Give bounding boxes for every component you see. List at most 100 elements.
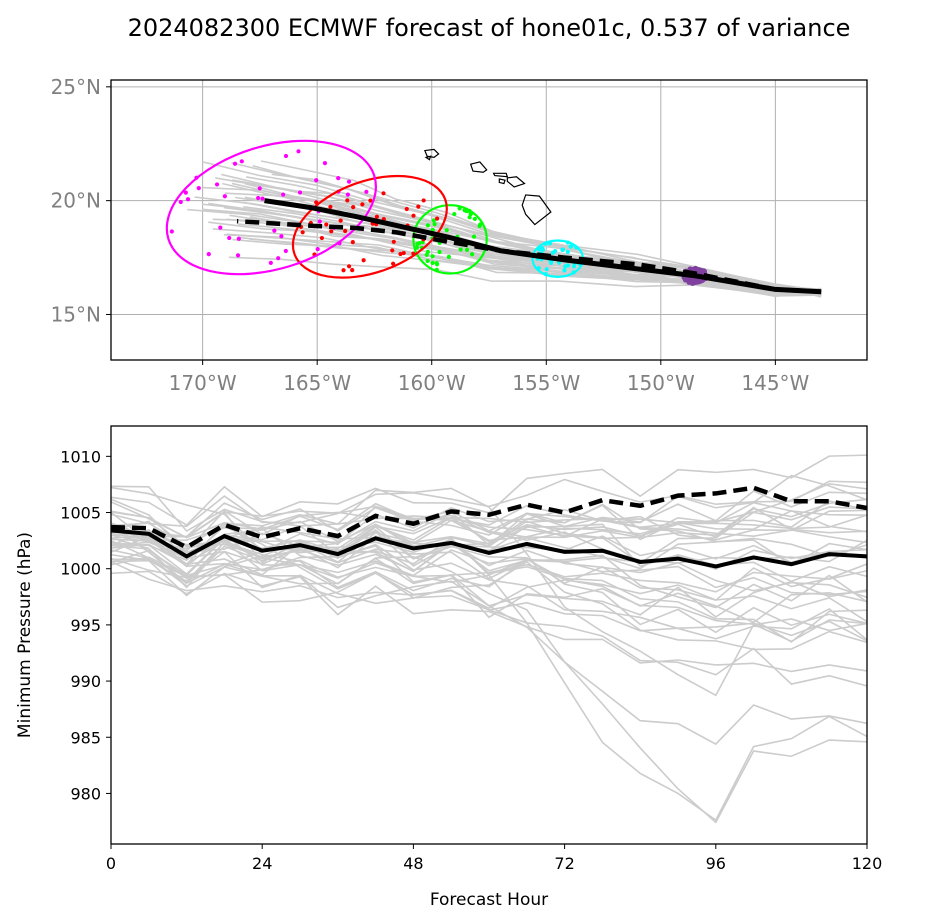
member-track [240, 236, 822, 297]
ensemble-dot [458, 247, 463, 252]
ensemble-dot [368, 198, 373, 203]
island-outline [469, 161, 488, 173]
pressure-frame [110, 425, 868, 845]
member-pressure-line [111, 474, 867, 539]
ensemble-dot [283, 248, 288, 254]
hawaii-islands [424, 148, 552, 226]
figure-title: 2024082300 ECMWF forecast of hone01c, 0.… [128, 14, 851, 42]
ensemble-dot [350, 240, 355, 245]
uncertainty-ellipse [291, 174, 448, 279]
ensemble-dot [350, 268, 355, 273]
map-tick-labels: 170°W 165°W 160°W 155°W 150°W 145°W 15°N 20°N 25… [51, 75, 810, 395]
ensemble-dot [431, 218, 436, 223]
map-xtick-label: 145°W [741, 371, 809, 395]
ensemble-dot [361, 258, 366, 263]
island-outline [424, 155, 432, 161]
pressure-xtick-label: 72 [554, 854, 574, 873]
ensemble-dot [452, 211, 457, 217]
uncertainty-ellipse [165, 139, 377, 276]
ensemble-dot [319, 235, 324, 241]
ensemble-dot [296, 149, 301, 154]
ensemble-dot [346, 264, 352, 269]
ensemble-dot [346, 179, 352, 184]
pressure-ytick-label: 980 [70, 784, 101, 803]
pressure-xtick-label: 0 [106, 854, 116, 873]
map-ytick-label: 20°N [51, 189, 101, 213]
map-frame [110, 79, 868, 361]
island-outline [492, 172, 509, 178]
member-pressure-line [111, 483, 867, 585]
pressure-ytick-label: 985 [70, 728, 101, 747]
member-pressure-line [111, 506, 867, 552]
member-pressure-line [111, 506, 867, 564]
map-xtick-label: 165°W [283, 371, 351, 395]
track-map-panel: 170°W 165°W 160°W 155°W 150°W 145°W 15°N 20°N 25… [51, 75, 868, 395]
ensemble-dot [414, 245, 420, 250]
ensemble-dot [272, 228, 277, 233]
ensemble-dot [276, 256, 281, 261]
ensemble-dot [415, 241, 420, 246]
ensemble-dot [435, 216, 440, 221]
ensemble-dot [341, 268, 346, 273]
map-xtick-label: 170°W [169, 371, 237, 395]
ensemble-dot [477, 223, 482, 229]
pressure-tick-labels: 0 24 48 72 96 120 980 985 990 995 1000 1005 1010 [60, 447, 882, 873]
ensemble-dot [472, 216, 477, 222]
ensemble-dot [185, 197, 191, 202]
ensemble-dot [260, 196, 265, 201]
ensemble-dot [398, 251, 403, 257]
ensemble-dot [345, 198, 350, 203]
ensemble-dot [360, 202, 365, 207]
pressure-panel: 0 24 48 72 96 120 980 985 990 995 1000 1005 1010 For… [15, 425, 882, 910]
ensemble-dot [169, 229, 174, 234]
ensemble-dot [565, 249, 570, 255]
pressure-xtick-label: 24 [252, 854, 272, 873]
member-pressure-line [111, 560, 867, 623]
y-axis-label: Minimum Pressure (hPa) [15, 532, 35, 738]
ensemble-dot [467, 215, 472, 220]
summary-tracks [236, 198, 822, 295]
ensemble-dot [218, 225, 223, 230]
pressure-ytick-label: 995 [70, 616, 101, 635]
ensemble-dot [391, 261, 396, 266]
ensemble-dot [257, 186, 262, 191]
member-pressure-line [111, 534, 867, 634]
ensemble-dot [374, 214, 380, 219]
ensemble-dot [421, 198, 426, 203]
x-axis-label: Forecast Hour [430, 890, 548, 910]
ensemble-dot [281, 192, 286, 197]
ensemble-dot [178, 199, 183, 205]
ensemble-member-pressure-lines [111, 454, 867, 824]
member-pressure-line [111, 530, 867, 824]
ensemble-mean-track [264, 198, 822, 295]
ensemble-dot [206, 251, 211, 257]
summary-pressure-lines [111, 485, 867, 569]
ensemble-dot [222, 194, 227, 199]
ensemble-dot [381, 191, 386, 196]
ensemble-dot [351, 205, 356, 210]
ensemble-dot [317, 219, 322, 224]
member-pressure-line [111, 502, 867, 566]
member-pressure-line [111, 544, 867, 651]
island-outline [506, 176, 526, 188]
ensemble-dot [430, 260, 435, 266]
pressure-ytick-label: 1010 [60, 447, 101, 466]
ensemble-dot [437, 249, 442, 255]
ensemble-dot [336, 176, 341, 181]
member-track [237, 223, 822, 296]
ensemble-mean-pressure-line [111, 528, 867, 569]
member-pressure-line [111, 501, 867, 566]
ensemble-dot [268, 260, 273, 266]
ensemble-dot [196, 186, 201, 191]
ensemble-dot [322, 161, 328, 166]
ensemble-dot [183, 190, 188, 195]
member-track [222, 182, 822, 296]
island-outline [498, 178, 506, 185]
ensemble-dot [315, 246, 320, 252]
map-xtick-label: 160°W [398, 371, 466, 395]
member-pressure-line [111, 544, 867, 618]
pressure-xtick-label: 120 [852, 854, 883, 873]
ensemble-dot [425, 223, 430, 228]
ensemble-dot [464, 247, 470, 252]
